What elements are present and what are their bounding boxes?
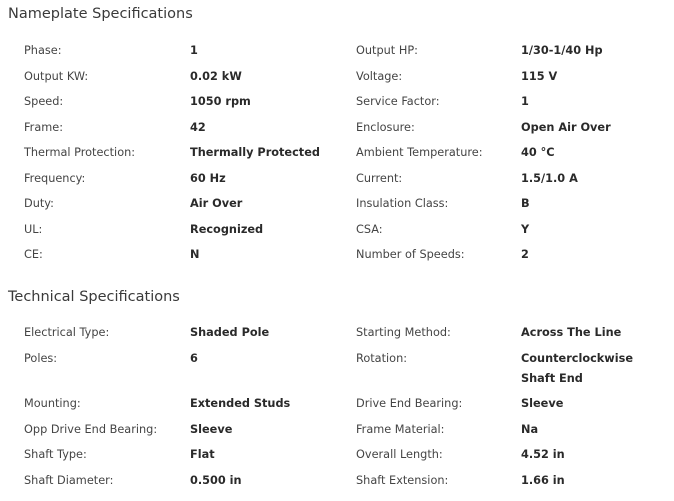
spec-value: 1/30-1/40 Hp: [521, 44, 603, 57]
spec-value: 1.5/1.0 A: [521, 171, 578, 185]
spec-label: UL:: [24, 222, 43, 236]
spec-value: 42: [190, 120, 206, 134]
technical-title: Technical Specifications: [8, 289, 180, 305]
spec-label: Shaft Diameter:: [24, 473, 114, 487]
spec-value: N: [190, 248, 200, 261]
nameplate-title: Nameplate Specifications: [8, 6, 193, 22]
spec-value: Shaded Pole: [190, 326, 270, 339]
spec-value: Sleeve: [521, 397, 564, 410]
spec-row: Electrical Type: Shaded Pole Starting Meth…: [24, 323, 669, 343]
spec-value: 1050 rpm: [190, 95, 251, 108]
spec-label: CSA:: [356, 222, 383, 236]
spec-value: Recognized: [190, 222, 264, 236]
spec-label: Frequency:: [24, 171, 86, 185]
spec-value: Extended Studs: [190, 397, 291, 410]
spec-label: Rotation:: [356, 351, 408, 365]
spec-row: UL: Recognized CSA: Y: [24, 220, 669, 240]
spec-row: Shaft Diameter: 0.500 in Shaft Extension: 1…: [24, 471, 669, 491]
spec-value: Na: [521, 422, 539, 436]
spec-label: Opp Drive End Bearing:: [24, 422, 158, 436]
spec-row: Shaft Type: Flat Overall Length: 4.52 in: [24, 445, 669, 465]
spec-row: Poles: 6 Rotation: Counterclockwise Shaft E…: [24, 349, 669, 389]
spec-label: Output HP:: [356, 44, 418, 57]
nameplate-specs-grid: Phase: 1 Output HP: 1/30-1/40 Hp Output KW: 0…: [24, 41, 669, 271]
spec-value: 6: [190, 351, 198, 365]
spec-value: 1: [521, 95, 529, 108]
spec-value: 0.500 in: [190, 473, 242, 487]
spec-label: Electrical Type:: [24, 326, 110, 339]
spec-row: CE: N Number of Speeds: 2: [24, 245, 669, 265]
spec-value: 0.02 kW: [190, 69, 242, 83]
spec-label: CE:: [24, 248, 43, 261]
spec-label: Phase:: [24, 44, 62, 57]
spec-label: Insulation Class:: [356, 197, 449, 210]
spec-value: 40 °C: [521, 146, 555, 159]
spec-label: Starting Method:: [356, 326, 451, 339]
spec-label: Shaft Extension:: [356, 473, 449, 487]
spec-value: Air Over: [190, 197, 243, 210]
spec-row: Thermal Protection: Thermally Protected Am…: [24, 143, 669, 163]
spec-label: Drive End Bearing:: [356, 397, 463, 410]
spec-value: 115 V: [521, 69, 558, 83]
spec-label: Enclosure:: [356, 120, 415, 134]
spec-label: Service Factor:: [356, 95, 440, 108]
spec-label: Speed:: [24, 95, 64, 108]
spec-value: 1.66 in: [521, 473, 565, 487]
spec-label: Mounting:: [24, 397, 81, 410]
spec-row: Speed: 1050 rpm Service Factor: 1: [24, 92, 669, 112]
spec-value: 4.52 in: [521, 448, 565, 461]
spec-label: Duty:: [24, 197, 54, 210]
spec-label: Ambient Temperature:: [356, 146, 483, 159]
spec-label: Number of Speeds:: [356, 248, 465, 261]
spec-label: Current:: [356, 171, 403, 185]
spec-value: 60 Hz: [190, 171, 226, 185]
spec-value: Sleeve: [190, 422, 233, 436]
spec-label: Shaft Type:: [24, 448, 87, 461]
spec-label: Voltage:: [356, 69, 403, 83]
spec-label: Frame Material:: [356, 422, 445, 436]
spec-value: Open Air Over: [521, 120, 611, 134]
spec-label: Frame:: [24, 120, 64, 134]
spec-label: Thermal Protection:: [24, 146, 136, 159]
spec-value: Counterclockwise Shaft End: [521, 351, 634, 385]
spec-value: Y: [521, 222, 530, 236]
spec-row: Mounting: Extended Studs Drive End Bearing…: [24, 394, 669, 414]
spec-row: Phase: 1 Output HP: 1/30-1/40 Hp: [24, 41, 669, 61]
spec-label: Output KW:: [24, 69, 89, 83]
spec-row: Duty: Air Over Insulation Class: B: [24, 194, 669, 214]
spec-row: Opp Drive End Bearing: Sleeve Frame Materi…: [24, 420, 669, 440]
spec-label: Poles:: [24, 351, 58, 365]
spec-row: Frequency: 60 Hz Current: 1.5/1.0 A: [24, 169, 669, 189]
spec-value: 2: [521, 248, 529, 261]
spec-label: Overall Length:: [356, 448, 443, 461]
spec-value: Across The Line: [521, 326, 622, 339]
spec-value: 1: [190, 44, 198, 57]
spec-row: Frame: 42 Enclosure: Open Air Over: [24, 118, 669, 138]
spec-value: Thermally Protected: [190, 146, 320, 159]
spec-value: B: [521, 197, 530, 210]
spec-row: Output KW: 0.02 kW Voltage: 115 V: [24, 67, 669, 87]
spec-value: Flat: [190, 448, 215, 461]
technical-specs-grid: Electrical Type: Shaded Pole Starting Meth…: [24, 323, 669, 496]
